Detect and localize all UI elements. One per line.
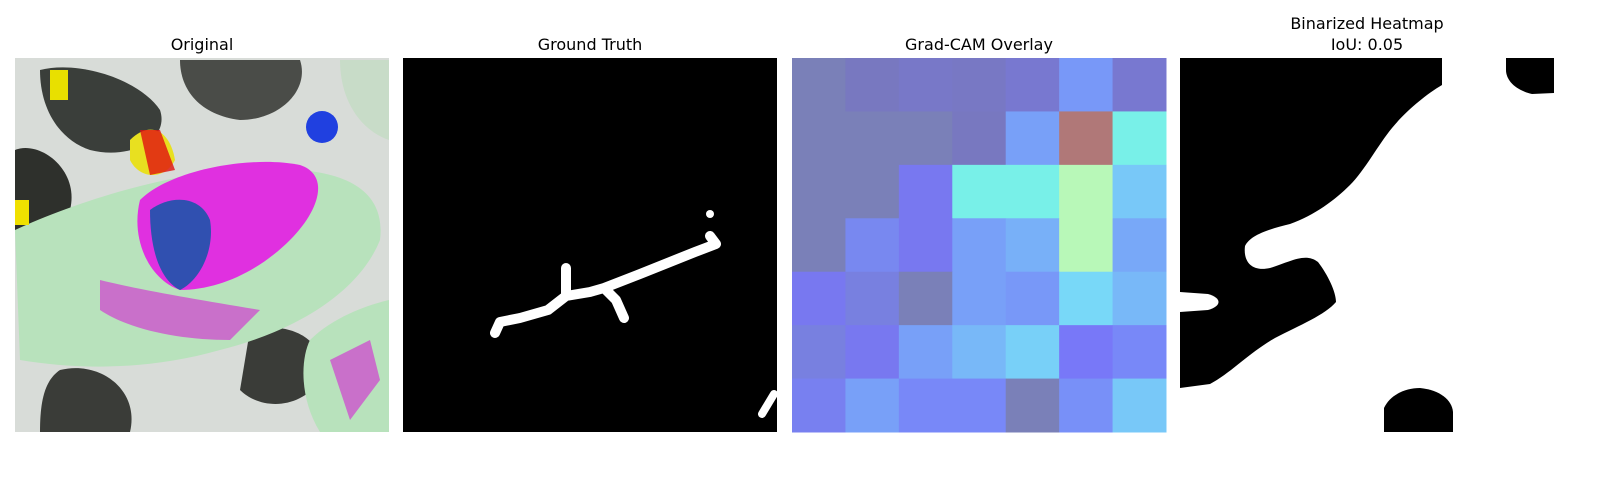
heatmap-cell: [792, 325, 846, 380]
heatmap-cell: [952, 58, 1007, 112]
heatmap-cell: [845, 218, 900, 273]
heatmap-cell: [1112, 325, 1167, 380]
heatmap-cell: [952, 111, 1007, 166]
heatmap-cell: [845, 271, 900, 326]
heatmap-cell: [898, 218, 953, 273]
heatmap-cell: [1005, 58, 1060, 112]
panel-title: IoU: 0.05: [1331, 35, 1403, 54]
heatmap-cell: [898, 271, 953, 326]
heatmap-cell: [1005, 164, 1060, 219]
heatmap-cell: [1005, 111, 1060, 166]
heatmap-cell: [1059, 378, 1114, 433]
heatmap-cell: [1059, 271, 1114, 326]
heatmap-cell: [1005, 218, 1060, 273]
binarized-heatmap: [1180, 58, 1554, 432]
heatmap-cell: [792, 164, 846, 219]
heatmap-cell: [1059, 164, 1114, 219]
heatmap-cell: [1059, 325, 1114, 380]
heatmap-cell: [1005, 378, 1060, 433]
heatmap-cell: [845, 111, 900, 166]
ground-truth-mask: [403, 58, 777, 432]
heatmap-cell: [952, 271, 1007, 326]
original-image: [15, 58, 389, 432]
heatmap-cell: [1005, 271, 1060, 326]
heatmap-cell: [792, 218, 846, 273]
heatmap-cell: [792, 378, 846, 433]
heatmap-cell: [952, 325, 1007, 380]
heatmap-cell: [845, 378, 900, 433]
panel-title: Grad-CAM Overlay: [905, 35, 1053, 54]
heatmap-cell: [1059, 218, 1114, 273]
heatmap-cell: [898, 325, 953, 380]
heatmap-cell: [898, 378, 953, 433]
heatmap-cell: [1112, 164, 1167, 219]
heatmap-cell: [1112, 58, 1167, 112]
gradcam-overlay: [792, 58, 1167, 433]
heatmap-cell: [845, 164, 900, 219]
heatmap-cell: [1112, 378, 1167, 433]
heatmap-cell: [1059, 58, 1114, 112]
heatmap-cell: [952, 164, 1007, 219]
heatmap-cell: [845, 58, 900, 112]
panel-title: Ground Truth: [538, 35, 643, 54]
heatmap-cell: [1059, 111, 1114, 166]
heatmap-cell: [792, 111, 846, 166]
heatmap-cell: [792, 271, 846, 326]
heatmap-cell: [898, 111, 953, 166]
heatmap-cell: [1112, 111, 1167, 166]
panel-title: Binarized Heatmap: [1290, 14, 1443, 33]
heatmap-cell: [845, 325, 900, 380]
heatmap-cell: [1005, 325, 1060, 380]
heatmap-cell: [792, 58, 846, 112]
heatmap-cell: [898, 164, 953, 219]
heatmap-cell: [1112, 271, 1167, 326]
heatmap-cell: [1112, 218, 1167, 273]
heatmap-cell: [898, 58, 953, 112]
panel-title: Original: [171, 35, 234, 54]
heatmap-cell: [952, 378, 1007, 433]
heatmap-cell: [952, 218, 1007, 273]
